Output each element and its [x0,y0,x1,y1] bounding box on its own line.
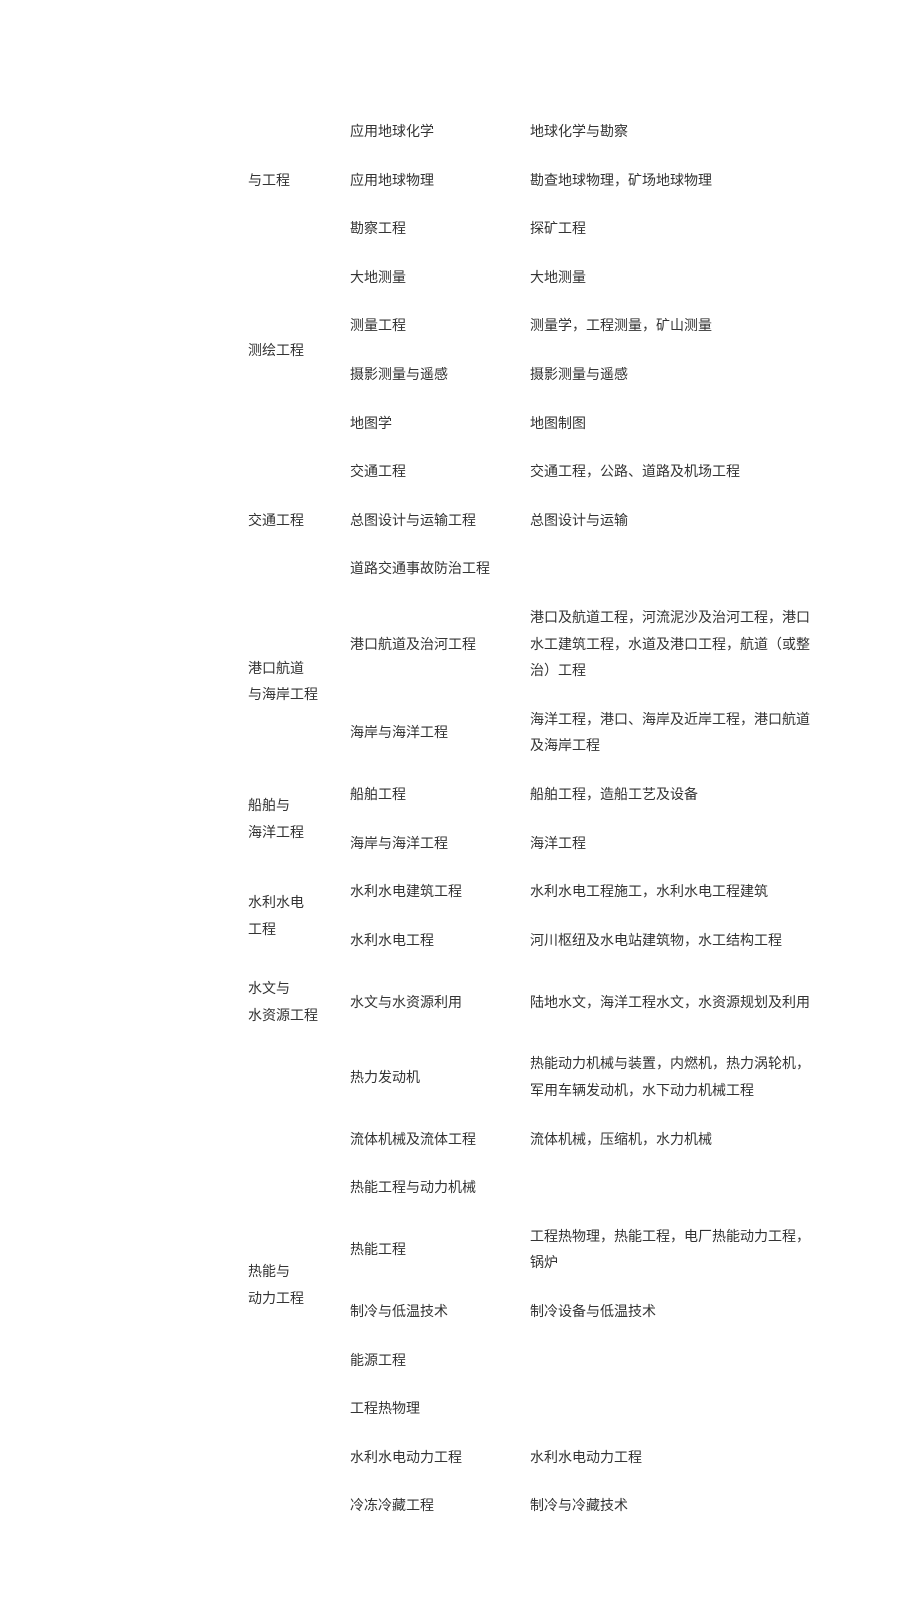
table-row: 水利水电动力工程水利水电动力工程 [350,1446,818,1473]
category-group: 交通工程交通工程交通工程，公路、道路及机场工程总图设计与运输工程总图设计与运输道… [248,460,818,584]
major-detail: 测量学，工程测量，矿山测量 [530,314,818,341]
table-row: 船舶工程船舶工程，造船工艺及设备 [350,783,818,810]
category-group: 热能与 动力工程 热力发动机热能动力机械与装置，内燃机，热力涡轮机，军用车辆发动机… [248,1052,818,1521]
table-row: 水文与水资源利用陆地水文，海洋工程水文，水资源规划及利用 [350,991,818,1018]
major-detail: 总图设计与运输 [530,509,818,536]
table-row: 大地测量大地测量 [350,266,818,293]
subrows: 应用地球化学地球化学与勘察应用地球物理勘查地球物理，矿场地球物理勘察工程探矿工程 [350,120,818,244]
table-row: 勘察工程探矿工程 [350,217,818,244]
subrows: 港口航道及治河工程港口及航道工程，河流泥沙及治河工程，港口水工建筑工程，水道及港… [350,606,818,761]
category-name: 港口航道 与海岸工程 [248,657,350,710]
major-detail: 水利水电工程施工，水利水电工程建筑 [530,880,818,907]
major-detail: 海洋工程 [530,832,818,859]
major-detail: 大地测量 [530,266,818,293]
category-name: 交通工程 [248,509,350,536]
major-name: 道路交通事故防治工程 [350,557,530,584]
table-row: 港口航道及治河工程港口及航道工程，河流泥沙及治河工程，港口水工建筑工程，水道及港… [350,606,818,686]
table-row: 热力发动机热能动力机械与装置，内燃机，热力涡轮机，军用车辆发动机，水下动力机械工… [350,1052,818,1105]
subrows: 水文与水资源利用陆地水文，海洋工程水文，水资源规划及利用 [350,991,818,1018]
major-name: 港口航道及治河工程 [350,633,530,660]
major-name: 勘察工程 [350,217,530,244]
subrows: 大地测量大地测量测量工程测量学，工程测量，矿山测量摄影测量与遥感摄影测量与遥感地… [350,266,818,438]
category-group: 测绘工程大地测量大地测量测量工程测量学，工程测量，矿山测量摄影测量与遥感摄影测量… [248,266,818,438]
subrows: 水利水电建筑工程水利水电工程施工，水利水电工程建筑水利水电工程河川枢纽及水电站建… [350,880,818,955]
major-detail: 探矿工程 [530,217,818,244]
major-name: 摄影测量与遥感 [350,363,530,390]
category-name: 船舶与 海洋工程 [248,794,350,847]
major-name: 热能工程与动力机械 [350,1176,530,1203]
major-detail: 港口及航道工程，河流泥沙及治河工程，港口水工建筑工程，水道及港口工程，航道（或整… [530,606,818,686]
table-row: 总图设计与运输工程总图设计与运输 [350,509,818,536]
major-detail: 摄影测量与遥感 [530,363,818,390]
table-row: 应用地球化学地球化学与勘察 [350,120,818,147]
major-detail: 流体机械，压缩机，水力机械 [530,1128,818,1155]
table-row: 交通工程交通工程，公路、道路及机场工程 [350,460,818,487]
category-name: 测绘工程 [248,339,350,366]
category-group: 水利水电 工程水利水电建筑工程水利水电工程施工，水利水电工程建筑水利水电工程河川… [248,880,818,955]
table-row: 能源工程 [350,1349,818,1376]
major-name: 能源工程 [350,1349,530,1376]
table-row: 流体机械及流体工程流体机械，压缩机，水力机械 [350,1128,818,1155]
major-name: 制冷与低温技术 [350,1300,530,1327]
table-row: 冷冻冷藏工程制冷与冷藏技术 [350,1494,818,1521]
major-name: 应用地球物理 [350,169,530,196]
category-name: 水利水电 工程 [248,891,350,944]
table-row: 水利水电建筑工程水利水电工程施工，水利水电工程建筑 [350,880,818,907]
table-row: 道路交通事故防治工程 [350,557,818,584]
major-detail: 河川枢纽及水电站建筑物，水工结构工程 [530,929,818,956]
major-name: 大地测量 [350,266,530,293]
subrows: 交通工程交通工程，公路、道路及机场工程总图设计与运输工程总图设计与运输道路交通事… [350,460,818,584]
major-name: 热力发动机 [350,1066,530,1093]
major-detail: 勘查地球物理，矿场地球物理 [530,169,818,196]
major-name: 海岸与海洋工程 [350,721,530,748]
table-row: 摄影测量与遥感摄影测量与遥感 [350,363,818,390]
major-detail: 工程热物理，热能工程，电厂热能动力工程，锅炉 [530,1225,818,1278]
major-table: 与工程应用地球化学地球化学与勘察应用地球物理勘查地球物理，矿场地球物理勘察工程探… [248,120,818,1521]
category-name: 水文与 水资源工程 [248,977,350,1030]
category-group: 港口航道 与海岸工程港口航道及治河工程港口及航道工程，河流泥沙及治河工程，港口水… [248,606,818,761]
major-name: 海岸与海洋工程 [350,832,530,859]
major-name: 船舶工程 [350,783,530,810]
table-row: 水利水电工程河川枢纽及水电站建筑物，水工结构工程 [350,929,818,956]
major-detail: 地图制图 [530,412,818,439]
table-row: 制冷与低温技术制冷设备与低温技术 [350,1300,818,1327]
major-name: 水利水电工程 [350,929,530,956]
major-name: 工程热物理 [350,1397,530,1424]
category-group: 与工程应用地球化学地球化学与勘察应用地球物理勘查地球物理，矿场地球物理勘察工程探… [248,120,818,244]
major-detail: 热能动力机械与装置，内燃机，热力涡轮机，军用车辆发动机，水下动力机械工程 [530,1052,818,1105]
table-row: 热能工程工程热物理，热能工程，电厂热能动力工程，锅炉 [350,1225,818,1278]
major-name: 交通工程 [350,460,530,487]
major-name: 测量工程 [350,314,530,341]
major-name: 流体机械及流体工程 [350,1128,530,1155]
major-detail: 海洋工程，港口、海岸及近岸工程，港口航道及海岸工程 [530,708,818,761]
category-group: 水文与 水资源工程水文与水资源利用陆地水文，海洋工程水文，水资源规划及利用 [248,977,818,1030]
table-row: 应用地球物理勘查地球物理，矿场地球物理 [350,169,818,196]
subrows: 船舶工程船舶工程，造船工艺及设备海岸与海洋工程海洋工程 [350,783,818,858]
category-name: 与工程 [248,169,350,196]
major-name: 冷冻冷藏工程 [350,1494,530,1521]
category-group: 船舶与 海洋工程船舶工程船舶工程，造船工艺及设备海岸与海洋工程海洋工程 [248,783,818,858]
major-name: 水利水电动力工程 [350,1446,530,1473]
major-name: 热能工程 [350,1238,530,1265]
category-name: 热能与 动力工程 [248,1260,350,1313]
major-name: 地图学 [350,412,530,439]
subrows: 热力发动机热能动力机械与装置，内燃机，热力涡轮机，军用车辆发动机，水下动力机械工… [350,1052,818,1521]
major-name: 总图设计与运输工程 [350,509,530,536]
major-name: 应用地球化学 [350,120,530,147]
table-row: 海岸与海洋工程海洋工程 [350,832,818,859]
table-row: 地图学地图制图 [350,412,818,439]
major-detail: 制冷设备与低温技术 [530,1300,818,1327]
major-detail: 陆地水文，海洋工程水文，水资源规划及利用 [530,991,818,1018]
major-detail: 交通工程，公路、道路及机场工程 [530,460,818,487]
major-detail: 船舶工程，造船工艺及设备 [530,783,818,810]
major-detail: 制冷与冷藏技术 [530,1494,818,1521]
major-detail: 水利水电动力工程 [530,1446,818,1473]
table-row: 热能工程与动力机械 [350,1176,818,1203]
table-row: 测量工程测量学，工程测量，矿山测量 [350,314,818,341]
major-name: 水利水电建筑工程 [350,880,530,907]
major-name: 水文与水资源利用 [350,991,530,1018]
table-row: 工程热物理 [350,1397,818,1424]
major-detail: 地球化学与勘察 [530,120,818,147]
table-row: 海岸与海洋工程海洋工程，港口、海岸及近岸工程，港口航道及海岸工程 [350,708,818,761]
